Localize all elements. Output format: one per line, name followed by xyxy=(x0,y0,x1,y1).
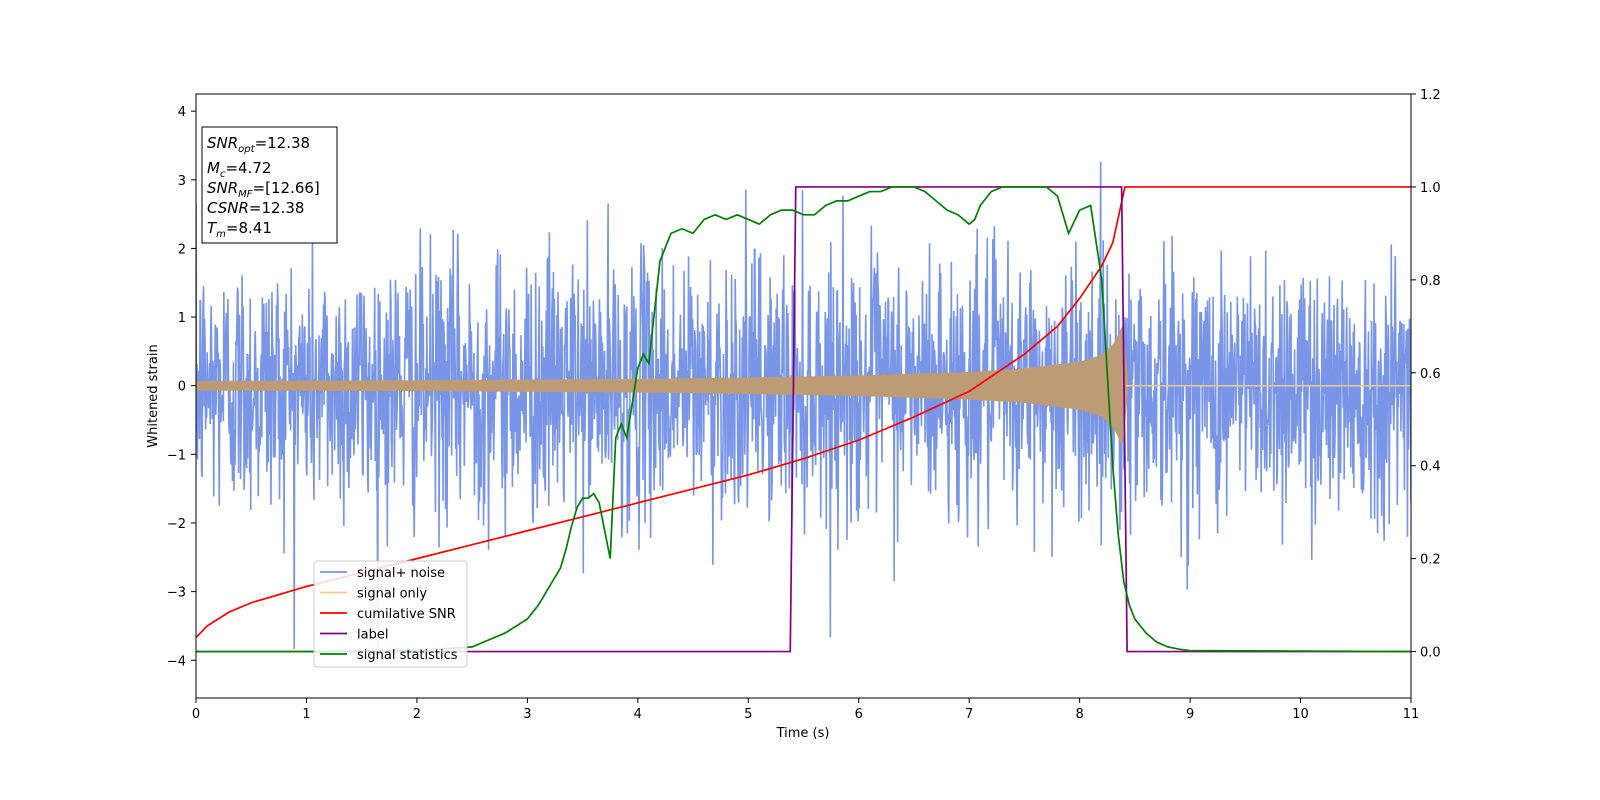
series-signal-only-band xyxy=(196,325,1411,446)
x-tick-label: 0 xyxy=(192,707,200,722)
y-tick-label: −2 xyxy=(167,517,186,532)
y-tick-label: 0 xyxy=(178,380,186,395)
y2-tick-label: 0.4 xyxy=(1420,460,1441,475)
series-layer xyxy=(196,162,1411,660)
info-box-line: Mc=4.72 xyxy=(207,159,271,180)
plot-frame xyxy=(195,93,1412,699)
x-tick-label: 3 xyxy=(523,707,531,722)
x-tick-label: 8 xyxy=(1075,707,1083,722)
y-tick-label: −3 xyxy=(167,586,186,601)
legend: signal+ noise signal only cumilative SNR la… xyxy=(313,560,468,668)
y-tick-label: 3 xyxy=(178,174,186,189)
y2-tick-label: 0.2 xyxy=(1420,553,1441,568)
info-box-frame xyxy=(201,126,338,244)
y2-tick-label: 0.0 xyxy=(1420,646,1441,661)
x-tick-label: 4 xyxy=(634,707,642,722)
legend-label: signal statistics xyxy=(357,648,458,663)
series-signal-noise xyxy=(196,162,1411,660)
x-tick-label: 5 xyxy=(744,707,752,722)
y-tick-label: −1 xyxy=(167,448,186,463)
y2-tick-label: 1.2 xyxy=(1420,88,1441,103)
y-tick-label: 2 xyxy=(178,242,186,257)
axis-layer: 0 1 2 3 4 5 6 7 8 9 10 11 −4 −3 −2 −1 0 1 2 3 4 0.0 0.2 0.4 0.6 0… xyxy=(167,88,1441,722)
legend-frame xyxy=(313,560,468,668)
legend-label: cumilative SNR xyxy=(357,607,456,622)
legend-label: label xyxy=(357,628,388,643)
y2-tick-label: 0.8 xyxy=(1420,274,1441,289)
legend-label: signal only xyxy=(357,587,427,602)
x-tick-label: 2 xyxy=(413,707,421,722)
info-box-line: Tm=8.41 xyxy=(207,219,272,240)
info-box-line: CSNR=12.38 xyxy=(207,199,304,217)
x-tick-label: 7 xyxy=(965,707,973,722)
y-tick-label: 1 xyxy=(178,311,186,326)
x-tick-label: 6 xyxy=(855,707,863,722)
info-box: SNRopt=12.38 Mc=4.72SNRMF=[12.66]CSNR=12.… xyxy=(201,126,338,244)
y-axis-label: Whitened strain xyxy=(146,344,161,447)
series-cumulative-snr xyxy=(196,186,1411,639)
y2-tick-label: 0.6 xyxy=(1420,367,1441,382)
y2-tick-label: 1.0 xyxy=(1420,181,1441,196)
y-tick-label: 4 xyxy=(178,105,186,120)
info-box-line: SNRMF=[12.66] xyxy=(207,179,320,200)
series-signal-statistics xyxy=(196,186,1411,653)
legend-label: signal+ noise xyxy=(357,566,445,581)
y-tick-label: −4 xyxy=(167,654,186,669)
series-label xyxy=(196,186,1411,653)
x-tick-label: 11 xyxy=(1403,707,1420,722)
x-tick-label: 1 xyxy=(302,707,310,722)
x-tick-label: 9 xyxy=(1186,707,1194,722)
info-box-line: SNRopt=12.38 xyxy=(207,134,310,155)
x-tick-label: 10 xyxy=(1292,707,1309,722)
x-axis-label: Time (s) xyxy=(776,726,830,741)
